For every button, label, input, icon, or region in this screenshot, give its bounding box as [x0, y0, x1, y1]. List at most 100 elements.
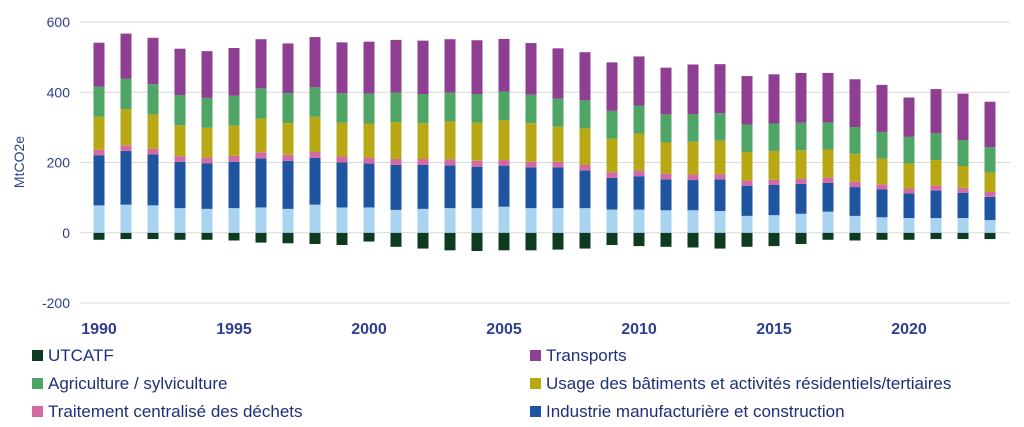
bar-segment-utcatf [390, 232, 402, 247]
bar-segment-utcatf [282, 232, 294, 244]
x-tick-label: 2010 [621, 321, 657, 338]
bar-segment-agriculture [390, 92, 402, 123]
y-axis-label: MtCO2e [11, 136, 27, 188]
bar-segment-dechets [525, 161, 537, 168]
bar-segment-agriculture [822, 122, 834, 150]
bar-segment-utcatf [633, 232, 645, 247]
y-tick-label: 0 [62, 225, 70, 241]
bar-segment-transports [363, 41, 375, 94]
legend-item: Transports [530, 346, 627, 365]
bar-segment-batiments [660, 142, 672, 174]
bar-segment-utcatf [822, 232, 834, 240]
bar-segment-agriculture [957, 140, 969, 167]
bar-segment-utcatf [741, 232, 753, 247]
bar-segment-batiments [498, 120, 510, 161]
y-tick-label: 400 [47, 84, 71, 100]
bar-segment-batiments [390, 122, 402, 159]
bar-segment-energie [309, 204, 321, 233]
bar-segment-batiments [93, 116, 105, 150]
bar-segment-batiments [768, 150, 780, 180]
bar-segment-agriculture [930, 133, 942, 161]
bar-segment-industrie [471, 166, 483, 209]
bar-segment-transports [390, 39, 402, 93]
bar-segment-dechets [363, 157, 375, 164]
bar-segment-batiments [525, 123, 537, 162]
bar-stack-2019 [876, 84, 888, 240]
bar-segment-transports [174, 48, 186, 96]
bars [93, 33, 996, 252]
bar-segment-industrie [957, 192, 969, 218]
legend-label: Industrie manufacturière et construction [546, 402, 845, 421]
bar-segment-industrie [444, 165, 456, 209]
bar-segment-energie [984, 220, 996, 233]
bar-segment-dechets [282, 154, 294, 161]
bar-stack-2017 [822, 72, 834, 240]
bar-stack-1995 [228, 47, 240, 241]
bar-segment-utcatf [228, 232, 240, 241]
bar-segment-industrie [498, 165, 510, 207]
bar-segment-batiments [876, 158, 888, 185]
bar-stack-1998 [309, 37, 321, 244]
legend-label: Transports [546, 346, 627, 365]
bar-segment-agriculture [660, 114, 672, 143]
bar-segment-utcatf [471, 232, 483, 252]
legend-item: Usage des bâtiments et activités résiden… [530, 374, 951, 393]
bar-segment-utcatf [876, 232, 888, 240]
legend-label: Agriculture / sylviculture [48, 374, 228, 393]
bar-segment-industrie [930, 190, 942, 218]
bar-segment-dechets [390, 158, 402, 165]
bar-stack-2006 [525, 43, 537, 251]
bar-segment-utcatf [714, 232, 726, 249]
bar-segment-industrie [120, 150, 132, 205]
bar-segment-dechets [876, 184, 888, 190]
bar-segment-energie [633, 209, 645, 233]
bar-segment-industrie [147, 154, 159, 206]
bar-segment-energie [552, 208, 564, 233]
bar-segment-energie [174, 208, 186, 233]
bar-segment-industrie [525, 167, 537, 209]
bar-segment-agriculture [606, 110, 618, 139]
bar-segment-energie [471, 208, 483, 233]
bar-segment-agriculture [687, 114, 699, 142]
y-tick-label: 200 [47, 155, 71, 171]
bar-segment-utcatf [147, 232, 159, 240]
bar-segment-agriculture [282, 93, 294, 124]
bar-segment-industrie [822, 182, 834, 212]
bar-segment-energie [390, 209, 402, 233]
bar-stack-1990 [93, 42, 105, 240]
legend-label: Traitement centralisé des déchets [48, 402, 303, 421]
bar-segment-utcatf [336, 232, 348, 246]
x-tick-label: 2000 [351, 321, 387, 338]
bar-segment-transports [93, 42, 105, 87]
bar-segment-energie [768, 215, 780, 233]
bar-segment-transports [201, 51, 213, 98]
bar-segment-industrie [579, 170, 591, 209]
bar-segment-batiments [579, 128, 591, 165]
bar-segment-industrie [606, 177, 618, 210]
bar-stack-2011 [660, 67, 672, 247]
bar-segment-energie [579, 208, 591, 233]
bar-stack-2023 [984, 101, 996, 240]
bar-segment-agriculture [444, 92, 456, 122]
bar-segment-agriculture [336, 93, 348, 123]
bar-segment-batiments [471, 122, 483, 161]
bar-segment-dechets [957, 187, 969, 193]
y-tick-labels: -200 0 200 400 600 [42, 14, 70, 311]
bar-segment-industrie [768, 184, 780, 216]
bar-segment-energie [741, 215, 753, 233]
bar-segment-utcatf [660, 232, 672, 247]
bar-segment-transports [498, 38, 510, 92]
bar-segment-utcatf [768, 232, 780, 247]
bar-segment-agriculture [984, 147, 996, 173]
bar-segment-batiments [201, 127, 213, 158]
bar-segment-batiments [903, 163, 915, 189]
bar-segment-utcatf [120, 232, 132, 240]
bar-segment-industrie [336, 162, 348, 208]
bar-segment-utcatf [849, 232, 861, 241]
bar-segment-transports [336, 42, 348, 94]
bar-segment-industrie [552, 167, 564, 209]
bar-segment-energie [849, 215, 861, 233]
legend-swatch [32, 378, 43, 389]
bar-segment-energie [336, 207, 348, 233]
bar-segment-industrie [282, 160, 294, 209]
